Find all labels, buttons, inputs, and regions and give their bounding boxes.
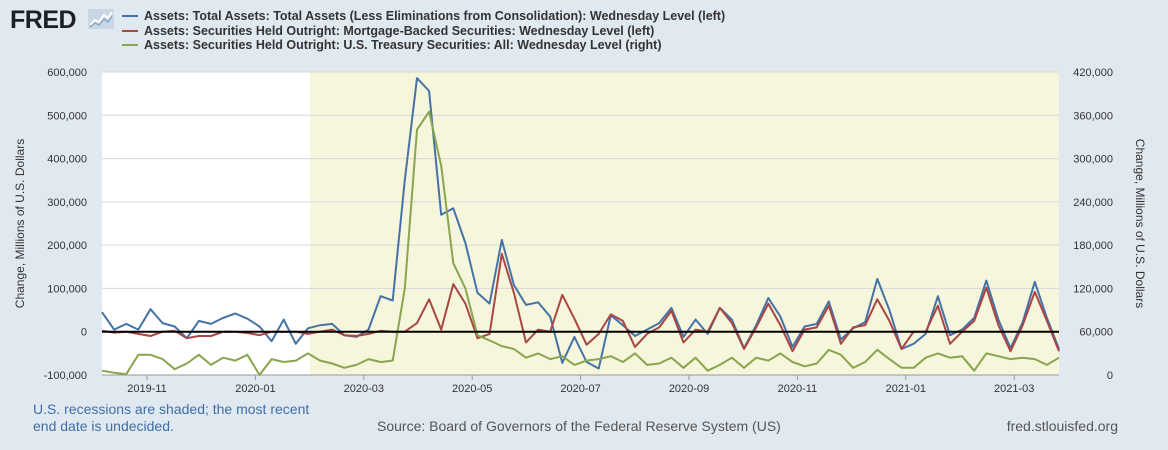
- legend-swatch: [122, 15, 138, 18]
- recession-note: U.S. recessions are shaded; the most rec…: [33, 401, 310, 434]
- y-tick-right: 0: [1107, 370, 1113, 382]
- chart-legend: Assets: Total Assets: Total Assets (Less…: [122, 9, 725, 53]
- x-tick-label: 2020-05: [452, 383, 492, 395]
- chart-line-icon: [88, 9, 114, 29]
- legend-entry-treasury[interactable]: Assets: Securities Held Outright: U.S. T…: [122, 38, 725, 53]
- y-tick-left: 400,000: [47, 154, 87, 166]
- x-tick-label: 2021-01: [886, 383, 926, 395]
- x-tick-label: 2020-11: [778, 383, 818, 395]
- legend-entry-total-assets[interactable]: Assets: Total Assets: Total Assets (Less…: [122, 9, 725, 24]
- x-tick-label: 2021-03: [994, 383, 1034, 395]
- series-line-3: [101, 110, 1060, 376]
- recession-shading: [310, 72, 1059, 375]
- legend-label: Assets: Securities Held Outright: Mortga…: [144, 23, 655, 38]
- y-tick-right: 240,000: [1073, 197, 1113, 209]
- y-tick-left: -100,000: [44, 370, 87, 382]
- x-tick-label: 2020-07: [560, 383, 600, 395]
- x-tick-label: 2020-09: [669, 383, 709, 395]
- y-axis-label-right: Change, Millions of U.S. Dollars: [1133, 139, 1147, 308]
- y-tick-left: 300,000: [47, 197, 87, 209]
- fred-url-link[interactable]: fred.stlouisfed.org: [1006, 418, 1118, 434]
- y-tick-left: 0: [81, 327, 87, 339]
- source-text: Source: Board of Governors of the Federa…: [377, 418, 781, 434]
- y-tick-right: 60,000: [1079, 327, 1113, 339]
- y-tick-left: 200,000: [47, 240, 87, 252]
- y-tick-right: 420,000: [1073, 67, 1113, 79]
- legend-label: Assets: Securities Held Outright: U.S. T…: [144, 38, 662, 52]
- legend-swatch: [122, 29, 138, 32]
- y-tick-right: 300,000: [1073, 154, 1113, 166]
- x-tick-label: 2020-01: [235, 383, 275, 395]
- y-tick-left: 500,000: [47, 110, 87, 122]
- y-tick-right: 120,000: [1073, 283, 1113, 295]
- y-tick-left: 100,000: [47, 283, 87, 295]
- legend-entry-mbs[interactable]: Assets: Securities Held Outright: Mortga…: [122, 24, 725, 39]
- x-tick-label: 2020-03: [344, 383, 384, 395]
- legend-swatch: [122, 44, 138, 47]
- legend-label: Assets: Total Assets: Total Assets (Less…: [144, 9, 726, 23]
- y-axis-label-left: Change, Millions of U.S. Dollars: [13, 139, 27, 308]
- y-tick-right: 180,000: [1073, 240, 1113, 252]
- fred-logo[interactable]: FRED: [10, 6, 77, 34]
- x-tick-label: 2019-11: [127, 383, 167, 395]
- y-tick-right: 360,000: [1073, 110, 1113, 122]
- y-tick-left: 600,000: [47, 67, 87, 79]
